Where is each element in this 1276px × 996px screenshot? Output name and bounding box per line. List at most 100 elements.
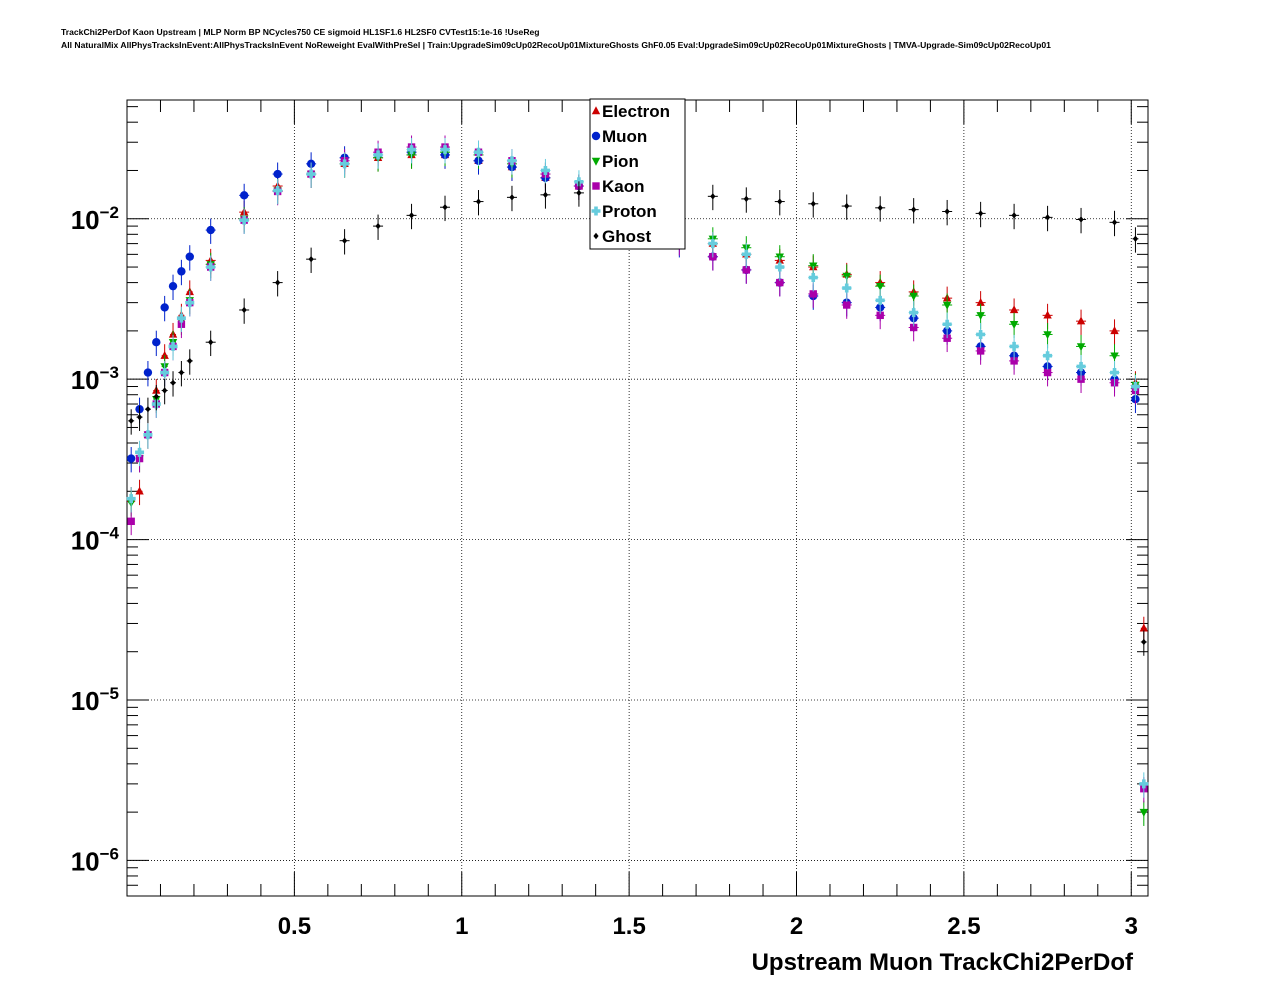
data-point [542, 191, 549, 199]
data-point [1043, 368, 1052, 377]
data-point [126, 494, 136, 504]
data-point [775, 262, 785, 272]
data-point [1009, 341, 1019, 351]
x-tick-label: 2.5 [947, 913, 980, 940]
data-point [942, 301, 952, 310]
data-point [877, 204, 883, 212]
x-tick-label: 1 [455, 913, 468, 940]
data-point [1139, 808, 1149, 817]
data-point [160, 303, 169, 312]
data-point [306, 169, 316, 179]
data-point [976, 312, 985, 321]
data-point [943, 334, 951, 342]
x-tick-labels: 0.5 1 1.5 2 2.5 3 [278, 913, 1138, 940]
legend-marker [593, 232, 599, 240]
data-point [239, 215, 249, 225]
legend-label: Electron [602, 102, 670, 121]
data-point [208, 339, 214, 346]
data-point [473, 147, 483, 157]
data-point [170, 379, 176, 386]
data-point [273, 169, 282, 179]
legend-label: Proton [602, 202, 657, 221]
legend: Electron Muon Pion Kaon Proton Ghost [589, 98, 686, 250]
data-point [373, 150, 383, 160]
data-point [944, 208, 950, 215]
data-point [187, 357, 193, 365]
data-point [842, 283, 852, 293]
data-point [1010, 357, 1018, 365]
y-tick-label: 10−2 [71, 203, 119, 235]
data-point [1076, 316, 1086, 325]
data-point [1130, 382, 1140, 392]
data-point [1043, 310, 1052, 319]
data-point [777, 198, 783, 205]
chart-title-line-1: TrackChi2PerDof Kaon Upstream | MLP Norm… [61, 27, 540, 37]
data-point [168, 281, 178, 291]
data-point [308, 255, 314, 263]
data-point [1110, 326, 1119, 335]
data-point [509, 194, 515, 201]
data-point [407, 145, 417, 155]
data-point [143, 368, 153, 377]
data-point [876, 311, 884, 320]
data-point [978, 210, 984, 217]
data-point [810, 200, 816, 207]
data-point [475, 198, 482, 205]
data-point [375, 222, 381, 230]
data-point [1141, 638, 1147, 646]
data-point [743, 195, 749, 203]
data-point [153, 393, 159, 400]
data-point [239, 191, 249, 200]
data-point [1110, 352, 1119, 361]
x-tick-label: 1.5 [612, 913, 645, 940]
legend-entry-kaon: Kaon [592, 177, 645, 196]
data-point [206, 225, 215, 235]
data-point [143, 430, 153, 440]
data-point [911, 206, 917, 213]
legend-box [589, 98, 686, 250]
legend-label: Pion [602, 152, 639, 171]
legend-entry-electron: Electron [591, 102, 670, 121]
data-point [440, 145, 450, 155]
data-point [126, 454, 136, 463]
x-tick-label: 0.5 [278, 913, 311, 940]
data-point [809, 290, 817, 298]
data-point [808, 273, 818, 283]
data-point [340, 159, 350, 169]
y-tick-label: 10−5 [71, 684, 119, 716]
data-point [145, 405, 151, 413]
data-point [1076, 343, 1086, 352]
data-point [976, 347, 985, 355]
legend-label: Kaon [602, 177, 645, 196]
data-point [1044, 214, 1051, 221]
legend-marker [591, 106, 601, 115]
data-point [710, 193, 716, 200]
data-point [576, 189, 582, 197]
data-point [1111, 219, 1118, 226]
legend-marker [591, 157, 601, 166]
data-point [1043, 351, 1053, 361]
data-point [540, 165, 550, 175]
data-point [1110, 368, 1120, 378]
data-point [206, 262, 216, 272]
data-point [341, 237, 348, 244]
data-point [136, 413, 143, 421]
series-ghost [128, 180, 1147, 656]
data-point [776, 278, 784, 287]
data-point [135, 447, 145, 457]
data-point [177, 267, 186, 276]
legend-entry-proton: Proton [591, 202, 657, 221]
data-point [185, 298, 195, 308]
data-point [1139, 623, 1149, 632]
data-point [976, 329, 986, 339]
data-point [160, 368, 170, 378]
y-tick-label: 10−3 [71, 363, 119, 395]
chart-title-line-2: All NaturalMix AllPhysTracksInEvent:AllP… [61, 40, 1051, 50]
data-point [178, 369, 184, 376]
y-tick-label: 10−6 [71, 844, 119, 876]
legend-entry-pion: Pion [591, 152, 639, 171]
y-tick-label: 10−4 [71, 524, 120, 556]
data-point [135, 486, 144, 495]
data-point [185, 252, 194, 261]
